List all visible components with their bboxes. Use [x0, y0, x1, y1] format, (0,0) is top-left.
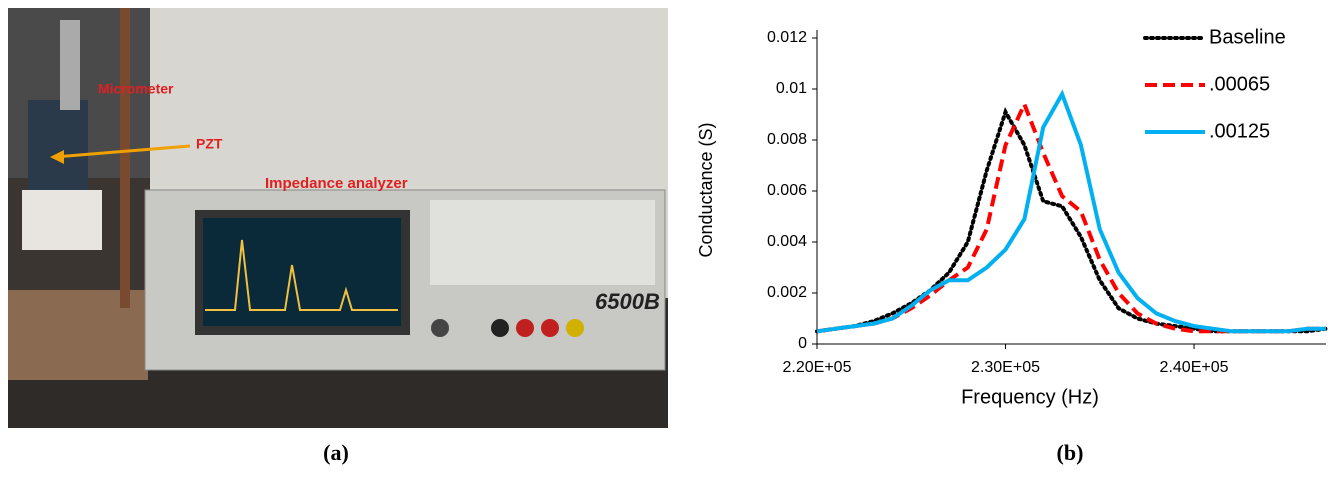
port [491, 319, 509, 337]
series-line [816, 89, 1326, 334]
model-label: 6500B [595, 289, 660, 314]
photo-label: PZT [196, 136, 223, 152]
socket [22, 190, 102, 250]
x-tick-label: 2.40E+05 [1160, 359, 1229, 376]
port [541, 319, 559, 337]
caption: (a) [323, 440, 349, 465]
y-tick-label: 0.004 [767, 233, 807, 250]
caption: (b) [1057, 440, 1084, 465]
keypad [430, 200, 655, 285]
fixture [28, 100, 88, 190]
photo-label: Micrometer [98, 81, 174, 97]
y-tick-label: 0.01 [776, 80, 807, 97]
photo-label: Impedance analyzer [265, 175, 408, 192]
legend-label: .00125 [1209, 120, 1270, 142]
y-axis-label: Conductance (S) [696, 122, 716, 257]
y-tick-label: 0.006 [767, 182, 807, 199]
y-tick-label: 0.008 [767, 131, 807, 148]
y-tick-label: 0 [798, 335, 807, 352]
port [431, 319, 449, 337]
arrow-head [50, 150, 64, 164]
chart: Frequency (Hz) Conductance (S) 0 0.002 0.0… [696, 26, 1328, 408]
x-axis-label: Frequency (Hz) [961, 386, 1099, 408]
y-tick-label: 0.012 [767, 29, 807, 46]
rod [120, 8, 130, 308]
port [566, 319, 584, 337]
screen-trace [205, 239, 398, 311]
x-tick-label: 2.20E+05 [783, 359, 852, 376]
port [516, 319, 534, 337]
micrometer [60, 20, 80, 110]
arrow [54, 144, 191, 159]
series-line [815, 107, 1328, 334]
y-tick-label: 0.002 [767, 284, 807, 301]
legend-label: Baseline [1209, 26, 1286, 48]
legend-label: .00065 [1209, 73, 1270, 95]
photo: Micrometer PZT Impedance analyzer 6500B [8, 8, 668, 428]
x-tick-label: 2.30E+05 [971, 359, 1040, 376]
